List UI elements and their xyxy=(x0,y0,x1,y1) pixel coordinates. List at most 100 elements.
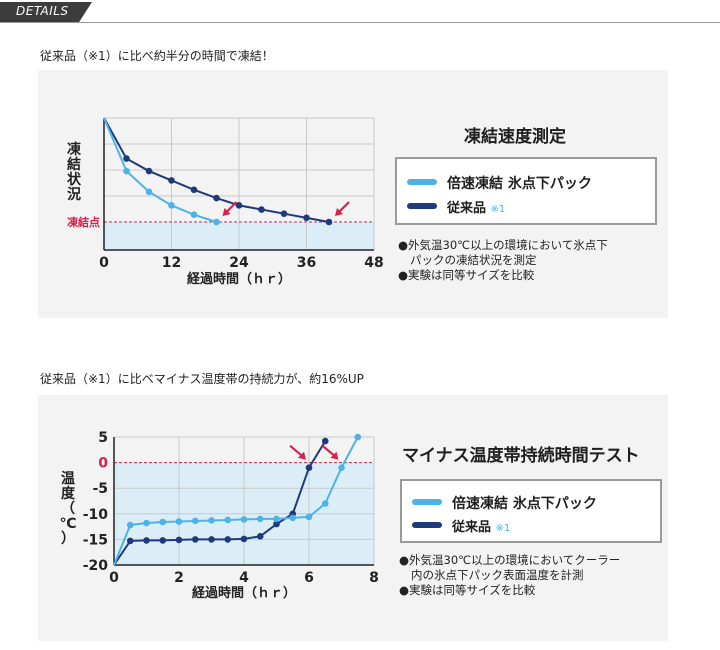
y-tick-label: -5 xyxy=(92,481,108,497)
legend-swatch-dark xyxy=(412,522,442,528)
legend-swatch-light xyxy=(412,499,442,505)
section2-title: マイナス温度帯持続時間テスト xyxy=(402,446,640,466)
data-point-fast-freeze xyxy=(123,167,130,175)
x-tick-label: 36 xyxy=(297,255,316,271)
y-axis-label-char: 凍 xyxy=(67,141,82,158)
data-point-fast-freeze xyxy=(143,519,150,527)
data-point-conventional xyxy=(191,536,199,543)
data-point-fast-freeze xyxy=(305,513,313,521)
x-tick-label: 0 xyxy=(99,255,109,271)
data-point-conventional xyxy=(280,210,288,217)
section1-title: 凍結速度測定 xyxy=(464,127,566,147)
y-axis-label-char: 温 xyxy=(61,471,75,487)
data-point-conventional xyxy=(303,214,310,222)
data-point-conventional xyxy=(168,177,175,184)
data-point-conventional xyxy=(126,537,134,545)
arrow-fast-freeze-zero-cross xyxy=(321,444,339,460)
x-axis-label: 経過時間（ｈｒ） xyxy=(187,271,291,287)
data-point-conventional xyxy=(213,194,220,202)
note-line-3: ●実験は同等サイズを比較 xyxy=(398,268,535,282)
data-point-conventional xyxy=(325,218,333,226)
data-point-fast-freeze xyxy=(126,521,134,529)
data-point-fast-freeze xyxy=(224,516,232,524)
y-axis-label-char: 状 xyxy=(67,171,82,188)
y-tick-label: -10 xyxy=(83,507,109,523)
x-tick-label: 8 xyxy=(369,570,379,586)
note-line-1: ●外気温30℃以上の環境において氷点下 xyxy=(398,238,608,252)
data-point-fast-freeze xyxy=(338,464,345,472)
y-tick-label: -20 xyxy=(83,558,109,574)
y-axis-label-char: 況 xyxy=(67,186,81,203)
section1-notes: ●外気温30℃以上の環境において氷点下 パックの凍結状況を測定 ●実験は同等サイ… xyxy=(398,238,608,283)
y-tick-label: -15 xyxy=(83,532,108,548)
data-point-conventional xyxy=(159,537,167,544)
x-tick-label: 2 xyxy=(174,570,184,586)
series-fast-freeze-line xyxy=(113,436,359,566)
data-point-conventional xyxy=(175,536,183,544)
freezing-point-label: 凍結点 xyxy=(67,215,100,229)
arrow-conventional-zero-cross xyxy=(289,444,306,460)
data-point-fast-freeze xyxy=(168,202,175,209)
legend-conventional-note: ※1 xyxy=(490,204,506,215)
y-axis-label-char: 度 xyxy=(61,485,76,502)
x-axis-label: 経過時間（ｈｒ） xyxy=(192,585,296,601)
data-point-fast-freeze xyxy=(256,515,264,523)
data-point-conventional xyxy=(273,520,280,528)
legend-label-conventional: 従来品 ※1 xyxy=(452,516,510,535)
legend-swatch-light xyxy=(407,179,437,185)
tab-divider xyxy=(0,22,720,23)
legend-label-conventional: 従来品 ※1 xyxy=(447,197,505,216)
data-point-fast-freeze xyxy=(289,514,297,522)
data-point-conventional xyxy=(143,537,150,544)
data-point-fast-freeze xyxy=(145,188,153,196)
data-point-fast-freeze xyxy=(190,211,198,219)
legend-conventional-note: ※1 xyxy=(495,523,511,534)
data-point-fast-freeze xyxy=(213,218,220,226)
y-axis-label-char: 結 xyxy=(67,156,81,173)
section2-panel: 5 0 -5 -10 -15 -20 0 2 4 6 8 経過時間（ｈｒ）温度（℃） マイナス温度帯持… xyxy=(38,395,668,641)
x-tick-label: 6 xyxy=(304,570,314,586)
data-point-conventional xyxy=(145,167,153,175)
data-point-conventional xyxy=(235,202,243,209)
data-point-conventional xyxy=(208,536,215,543)
note-line-1: ●外気温30℃以上の環境においてクーラー xyxy=(399,553,621,567)
data-point-fast-freeze xyxy=(354,433,362,441)
x-tick-label: 4 xyxy=(239,570,249,586)
tab-background xyxy=(0,2,92,22)
note-line-2: パックの凍結状況を測定 xyxy=(410,253,537,267)
x-tick-label: 0 xyxy=(109,570,119,586)
data-point-fast-freeze xyxy=(191,517,199,525)
data-point-fast-freeze xyxy=(321,500,329,507)
x-tick-label: 48 xyxy=(364,255,383,271)
note-line-3: ●実験は同等サイズを比較 xyxy=(399,583,536,597)
y-axis-label-char: ） xyxy=(61,531,75,547)
data-point-conventional xyxy=(256,533,264,540)
x-tick-label: 24 xyxy=(229,255,249,271)
note-line-2: 内の氷点下パック表面温度を計測 xyxy=(411,568,584,582)
data-point-conventional xyxy=(190,186,198,194)
y-axis-label-char: （ xyxy=(61,501,75,517)
data-point-conventional xyxy=(123,155,130,162)
legend-swatch-dark xyxy=(407,203,437,209)
data-point-fast-freeze xyxy=(208,517,215,524)
y-axis-label-char: ℃ xyxy=(60,516,77,532)
details-tab: DETAILS xyxy=(0,0,720,24)
data-point-conventional xyxy=(305,464,313,472)
section2-notes: ●外気温30℃以上の環境においてクーラー 内の氷点下パック表面温度を計測 ●実験… xyxy=(399,553,620,598)
section1-legend: 倍速凍結 氷点下パック 従来品 ※1 xyxy=(395,157,657,225)
data-point-fast-freeze xyxy=(159,518,167,526)
legend-conventional-text: 従来品 xyxy=(452,520,492,535)
section1-panel: 0 12 24 36 48 経過時間（ｈｒ） 凍結状況凍結点 凍結速度測定 倍速凍結 氷点下… xyxy=(38,70,668,318)
y-tick-label: 5 xyxy=(98,430,108,446)
data-point-fast-freeze xyxy=(175,518,183,525)
tab-label: DETAILS xyxy=(16,4,69,18)
data-point-conventional xyxy=(258,206,265,213)
section2-caption: 従来品（※1）に比べマイナス温度帯の持続力が、約16%UP xyxy=(40,372,364,386)
x-tick-label: 12 xyxy=(162,255,181,271)
section2-legend: 倍速凍結 氷点下パック 従来品 ※1 xyxy=(400,479,662,543)
legend-label-fast-freeze: 倍速凍結 氷点下パック xyxy=(452,496,597,512)
data-point-conventional xyxy=(240,535,248,543)
legend-label-fast-freeze: 倍速凍結 氷点下パック xyxy=(447,176,592,192)
